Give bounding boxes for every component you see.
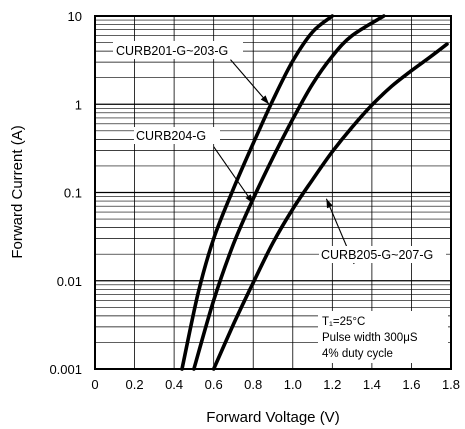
y-tick-labels: 0.001 0.01 0.1 1 10: [49, 9, 82, 377]
label-1-box: [113, 41, 243, 59]
x-tick-labels: 0 0.2 0.4 0.6 0.8 1.0 1.2 1.4 1.6 1.8: [91, 377, 460, 392]
arrowhead-3: [326, 198, 333, 209]
x-tick-label: 1.2: [323, 377, 341, 392]
x-tick-label: 0.2: [126, 377, 144, 392]
label-3-box: [319, 246, 446, 263]
curve-labels: CURB201-G~203-G CURB204-G CURB205-G~207-…: [113, 41, 446, 265]
x-tick-label: 0.8: [244, 377, 262, 392]
label-curb201: CURB201-G~203-G: [116, 44, 228, 58]
arrowhead-2: [245, 194, 254, 204]
x-tick-label: 0.6: [205, 377, 223, 392]
x-tick-label: 1.4: [363, 377, 381, 392]
conditions-box: [318, 311, 448, 363]
label-arrows: [213, 59, 355, 265]
arrowhead-1: [260, 95, 270, 105]
x-tick-label: 0: [91, 377, 98, 392]
temperature-note: T₁=25°C: [322, 316, 365, 328]
y-tick-label: 1: [75, 97, 82, 112]
x-axis-title: Forward Voltage (V): [206, 409, 339, 426]
label-2-box: [134, 127, 220, 144]
conditions-note: T₁=25°C Pulse width 300μS 4% duty cycle: [318, 311, 448, 363]
label-curb204: CURB204-G: [136, 129, 206, 143]
y-tick-label: 10: [68, 9, 82, 24]
leader-line-1: [230, 59, 270, 105]
y-tick-label: 0.01: [57, 274, 82, 289]
series-3-line: [211, 42, 449, 371]
series-2-line: [192, 14, 386, 371]
label-curb205: CURB205-G~207-G: [321, 248, 433, 262]
series-1-line: [180, 14, 335, 371]
x-tick-label: 1.0: [284, 377, 302, 392]
plot-frame: [94, 15, 452, 370]
y-tick-label: 0.001: [49, 362, 82, 377]
duty-cycle-note: 4% duty cycle: [322, 348, 393, 360]
grid: [95, 16, 451, 369]
x-tick-label: 1.8: [442, 377, 460, 392]
y-tick-label: 0.1: [64, 186, 82, 201]
leader-line-2: [213, 146, 254, 204]
x-tick-label: 0.4: [165, 377, 183, 392]
y-axis-title: Forward Current (A): [9, 125, 26, 258]
pulse-width-note: Pulse width 300μS: [322, 332, 418, 344]
curves: [180, 14, 449, 371]
x-tick-label: 1.6: [402, 377, 420, 392]
